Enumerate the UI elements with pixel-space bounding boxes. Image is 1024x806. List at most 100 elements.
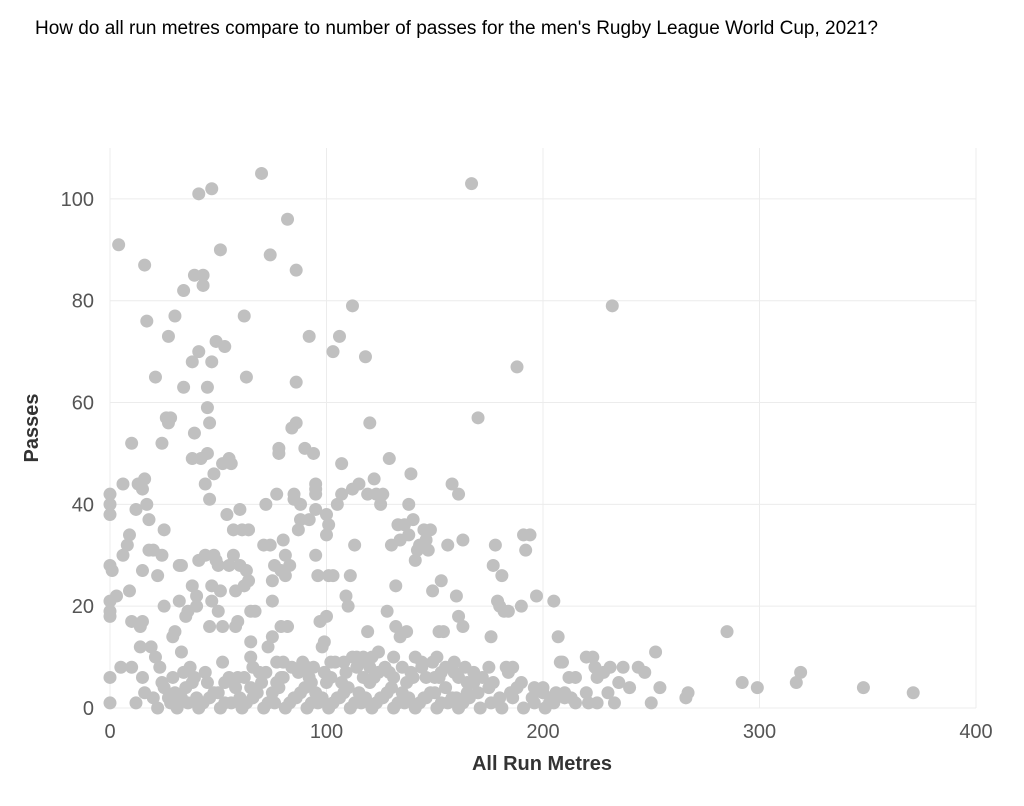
data-point	[200, 380, 214, 394]
data-point	[514, 599, 528, 613]
data-point	[281, 212, 295, 226]
data-point	[203, 620, 217, 634]
data-point	[198, 665, 212, 679]
data-point	[419, 533, 433, 547]
data-point	[387, 701, 401, 715]
data-point	[103, 696, 117, 710]
data-point	[376, 691, 390, 705]
data-point	[794, 665, 808, 679]
data-point	[252, 665, 266, 679]
data-point	[133, 640, 147, 654]
data-point	[495, 569, 509, 583]
data-point	[261, 640, 275, 654]
data-point	[623, 681, 637, 695]
data-point	[268, 696, 282, 710]
x-axis-ticks: 0 100 200 300 400	[104, 721, 992, 743]
data-point	[237, 309, 251, 323]
data-point	[276, 533, 290, 547]
data-point	[644, 696, 658, 710]
data-point	[157, 599, 171, 613]
data-point	[125, 660, 139, 674]
data-point	[103, 670, 117, 684]
data-point	[449, 589, 463, 603]
data-point	[177, 284, 191, 298]
data-point	[605, 299, 619, 313]
data-point	[140, 497, 154, 511]
data-point	[320, 609, 333, 623]
data-point	[326, 569, 340, 583]
data-point	[547, 594, 561, 608]
data-point	[750, 681, 764, 695]
data-point	[317, 665, 331, 679]
data-point	[447, 665, 461, 679]
data-point	[527, 696, 541, 710]
data-point	[190, 589, 204, 603]
data-point	[181, 696, 195, 710]
data-point	[285, 660, 299, 674]
data-point	[352, 477, 366, 491]
data-point	[374, 497, 388, 511]
data-point	[430, 650, 444, 664]
data-point	[471, 411, 485, 425]
data-point	[122, 528, 136, 542]
data-point	[361, 625, 375, 639]
data-point	[192, 345, 206, 359]
data-point	[356, 670, 370, 684]
data-point	[138, 472, 152, 486]
data-point	[168, 625, 182, 639]
data-point	[242, 574, 256, 588]
data-point	[151, 569, 165, 583]
data-point	[239, 370, 253, 384]
data-point	[419, 670, 433, 684]
data-point	[205, 182, 219, 196]
data-point	[213, 243, 227, 257]
data-point	[426, 584, 440, 598]
data-point	[320, 528, 333, 542]
data-point	[205, 594, 219, 608]
data-point	[380, 604, 394, 618]
data-point	[456, 533, 470, 547]
data-point	[174, 558, 188, 572]
data-point	[244, 650, 258, 664]
x-tick-label: 400	[959, 721, 992, 743]
data-point	[211, 604, 225, 618]
data-point	[265, 594, 279, 608]
data-point	[465, 676, 479, 690]
data-point	[246, 691, 260, 705]
x-axis-label: All Run Metres	[472, 753, 612, 775]
data-point	[343, 569, 357, 583]
data-point	[270, 487, 284, 501]
data-point	[408, 701, 422, 715]
data-point	[607, 696, 621, 710]
data-point	[135, 482, 149, 496]
data-point	[122, 584, 136, 598]
data-point	[140, 314, 154, 328]
data-point	[382, 452, 396, 466]
data-point	[322, 518, 336, 532]
data-point	[367, 472, 381, 486]
data-point	[135, 614, 149, 628]
data-point	[488, 538, 502, 552]
data-point	[341, 599, 355, 613]
data-point	[419, 691, 433, 705]
data-point	[161, 329, 175, 343]
data-point	[294, 497, 308, 511]
data-point	[213, 584, 227, 598]
data-point	[445, 477, 459, 491]
data-point	[218, 676, 232, 690]
data-point	[311, 696, 325, 710]
data-point	[307, 446, 321, 460]
data-point	[456, 620, 470, 634]
data-point	[441, 696, 455, 710]
data-point	[320, 508, 333, 522]
data-point	[436, 625, 450, 639]
data-point	[590, 696, 604, 710]
data-point	[452, 701, 466, 715]
data-point	[185, 355, 199, 369]
data-point	[452, 487, 466, 501]
data-point	[196, 268, 210, 282]
data-point	[155, 676, 169, 690]
data-point	[263, 248, 277, 262]
data-point	[120, 538, 134, 552]
data-point	[231, 614, 245, 628]
